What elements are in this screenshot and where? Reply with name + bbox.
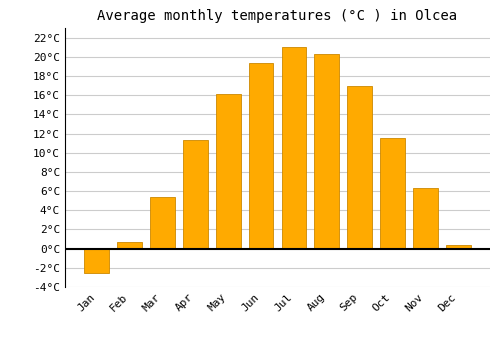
Bar xyxy=(84,248,109,273)
Bar xyxy=(183,140,208,248)
Bar xyxy=(150,197,174,248)
Bar xyxy=(248,63,274,248)
Title: Average monthly temperatures (°C ) in Olcea: Average monthly temperatures (°C ) in Ol… xyxy=(98,9,458,23)
Bar xyxy=(380,138,405,248)
Bar xyxy=(216,94,240,248)
Bar xyxy=(117,242,142,248)
Bar xyxy=(314,54,339,248)
Bar xyxy=(348,85,372,248)
Bar xyxy=(282,47,306,248)
Bar xyxy=(413,188,438,248)
Bar xyxy=(446,245,470,248)
